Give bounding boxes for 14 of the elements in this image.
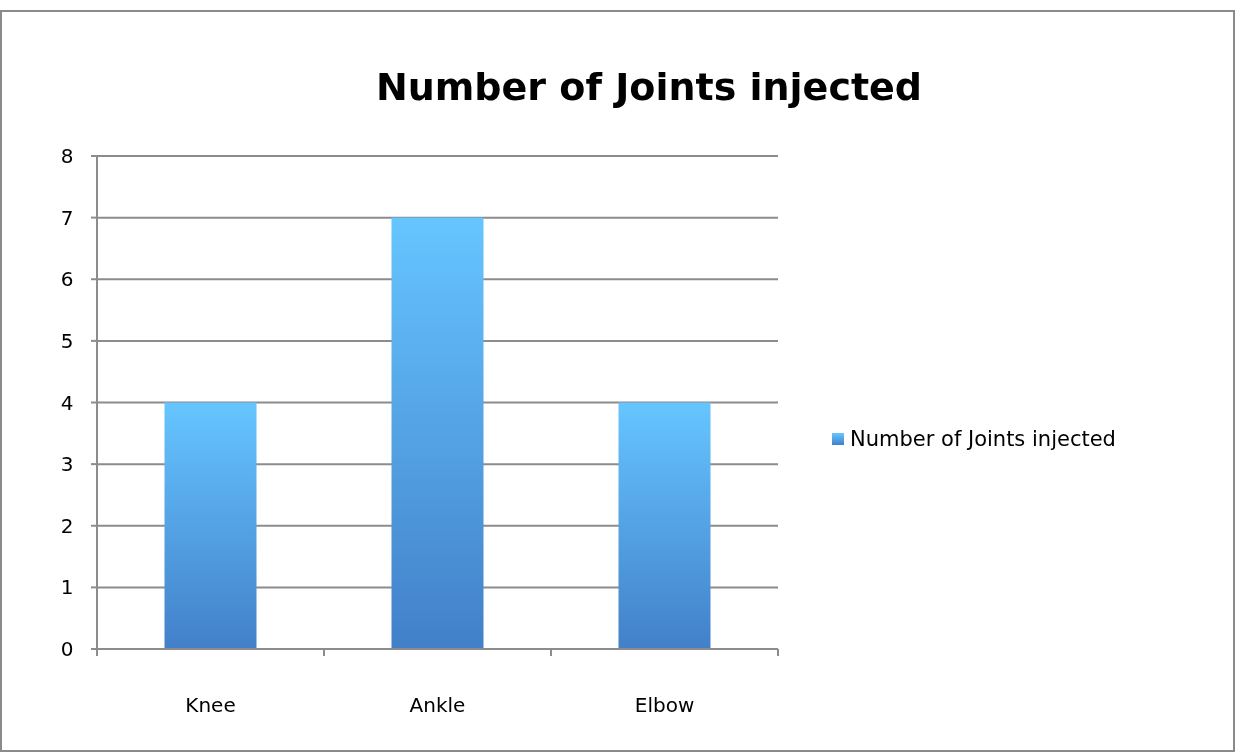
y-tick-label: 7: [60, 205, 74, 230]
y-tick-label: 1: [60, 575, 74, 600]
y-tick-label: 6: [60, 267, 74, 292]
x-tick-label: Elbow: [634, 693, 695, 717]
y-tick-label: 3: [60, 452, 74, 477]
y-tick-label: 8: [60, 144, 74, 168]
y-tick-label: 0: [60, 637, 74, 661]
y-tick-label: 4: [60, 390, 74, 415]
x-tick-label: Ankle: [409, 693, 466, 717]
y-tick-label: 5: [60, 328, 74, 353]
y-tick-label: 2: [60, 513, 74, 538]
chart-title: Number of Joints injected: [375, 65, 923, 109]
x-tick-label: Knee: [185, 693, 236, 717]
legend-label: Number of Joints injected: [850, 427, 1116, 452]
